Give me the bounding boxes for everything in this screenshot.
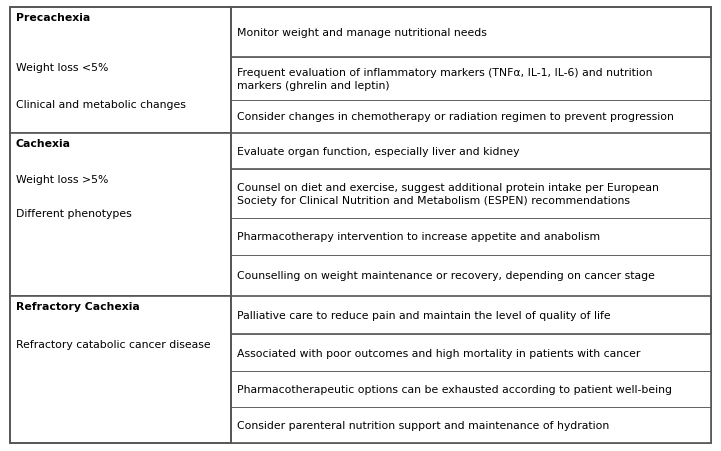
Text: Weight loss <5%: Weight loss <5% — [16, 62, 108, 72]
Text: Counselling on weight maintenance or recovery, depending on cancer stage: Counselling on weight maintenance or rec… — [236, 271, 655, 281]
Text: Consider parenteral nutrition support and maintenance of hydration: Consider parenteral nutrition support an… — [236, 420, 609, 430]
Text: Refractory catabolic cancer disease: Refractory catabolic cancer disease — [16, 340, 211, 350]
Text: Cachexia: Cachexia — [16, 138, 71, 148]
Text: Frequent evaluation of inflammatory markers (TNFα, IL-1, IL-6) and nutrition
mar: Frequent evaluation of inflammatory mark… — [236, 68, 653, 91]
Text: Evaluate organ function, especially liver and kidney: Evaluate organ function, especially live… — [236, 147, 519, 156]
Text: Weight loss >5%: Weight loss >5% — [16, 175, 108, 184]
Bar — [231, 297, 711, 335]
Bar — [231, 219, 711, 255]
Text: Pharmacotherapeutic options can be exhausted according to patient well-being: Pharmacotherapeutic options can be exhau… — [236, 384, 672, 394]
Bar — [231, 8, 711, 57]
Bar — [231, 335, 711, 371]
Text: Consider changes in chemotherapy or radiation regimen to prevent progression: Consider changes in chemotherapy or radi… — [236, 112, 673, 122]
Bar — [10, 133, 231, 297]
Bar — [231, 101, 711, 133]
Text: Counsel on diet and exercise, suggest additional protein intake per European
Soc: Counsel on diet and exercise, suggest ad… — [236, 183, 659, 206]
Bar — [231, 57, 711, 101]
Bar — [231, 407, 711, 443]
Text: Palliative care to reduce pain and maintain the level of quality of life: Palliative care to reduce pain and maint… — [236, 311, 611, 321]
Bar — [231, 170, 711, 219]
Text: Pharmacotherapy intervention to increase appetite and anabolism: Pharmacotherapy intervention to increase… — [236, 232, 600, 242]
Bar — [231, 133, 711, 170]
Text: Monitor weight and manage nutritional needs: Monitor weight and manage nutritional ne… — [236, 28, 487, 38]
Bar — [231, 371, 711, 407]
Text: Precachexia: Precachexia — [16, 13, 90, 23]
Text: Different phenotypes: Different phenotypes — [16, 209, 132, 219]
Text: Clinical and metabolic changes: Clinical and metabolic changes — [16, 100, 186, 110]
Text: Refractory Cachexia: Refractory Cachexia — [16, 302, 140, 312]
Bar — [10, 297, 231, 443]
Bar — [231, 255, 711, 297]
Bar — [10, 8, 231, 133]
Text: Associated with poor outcomes and high mortality in patients with cancer: Associated with poor outcomes and high m… — [236, 348, 640, 358]
